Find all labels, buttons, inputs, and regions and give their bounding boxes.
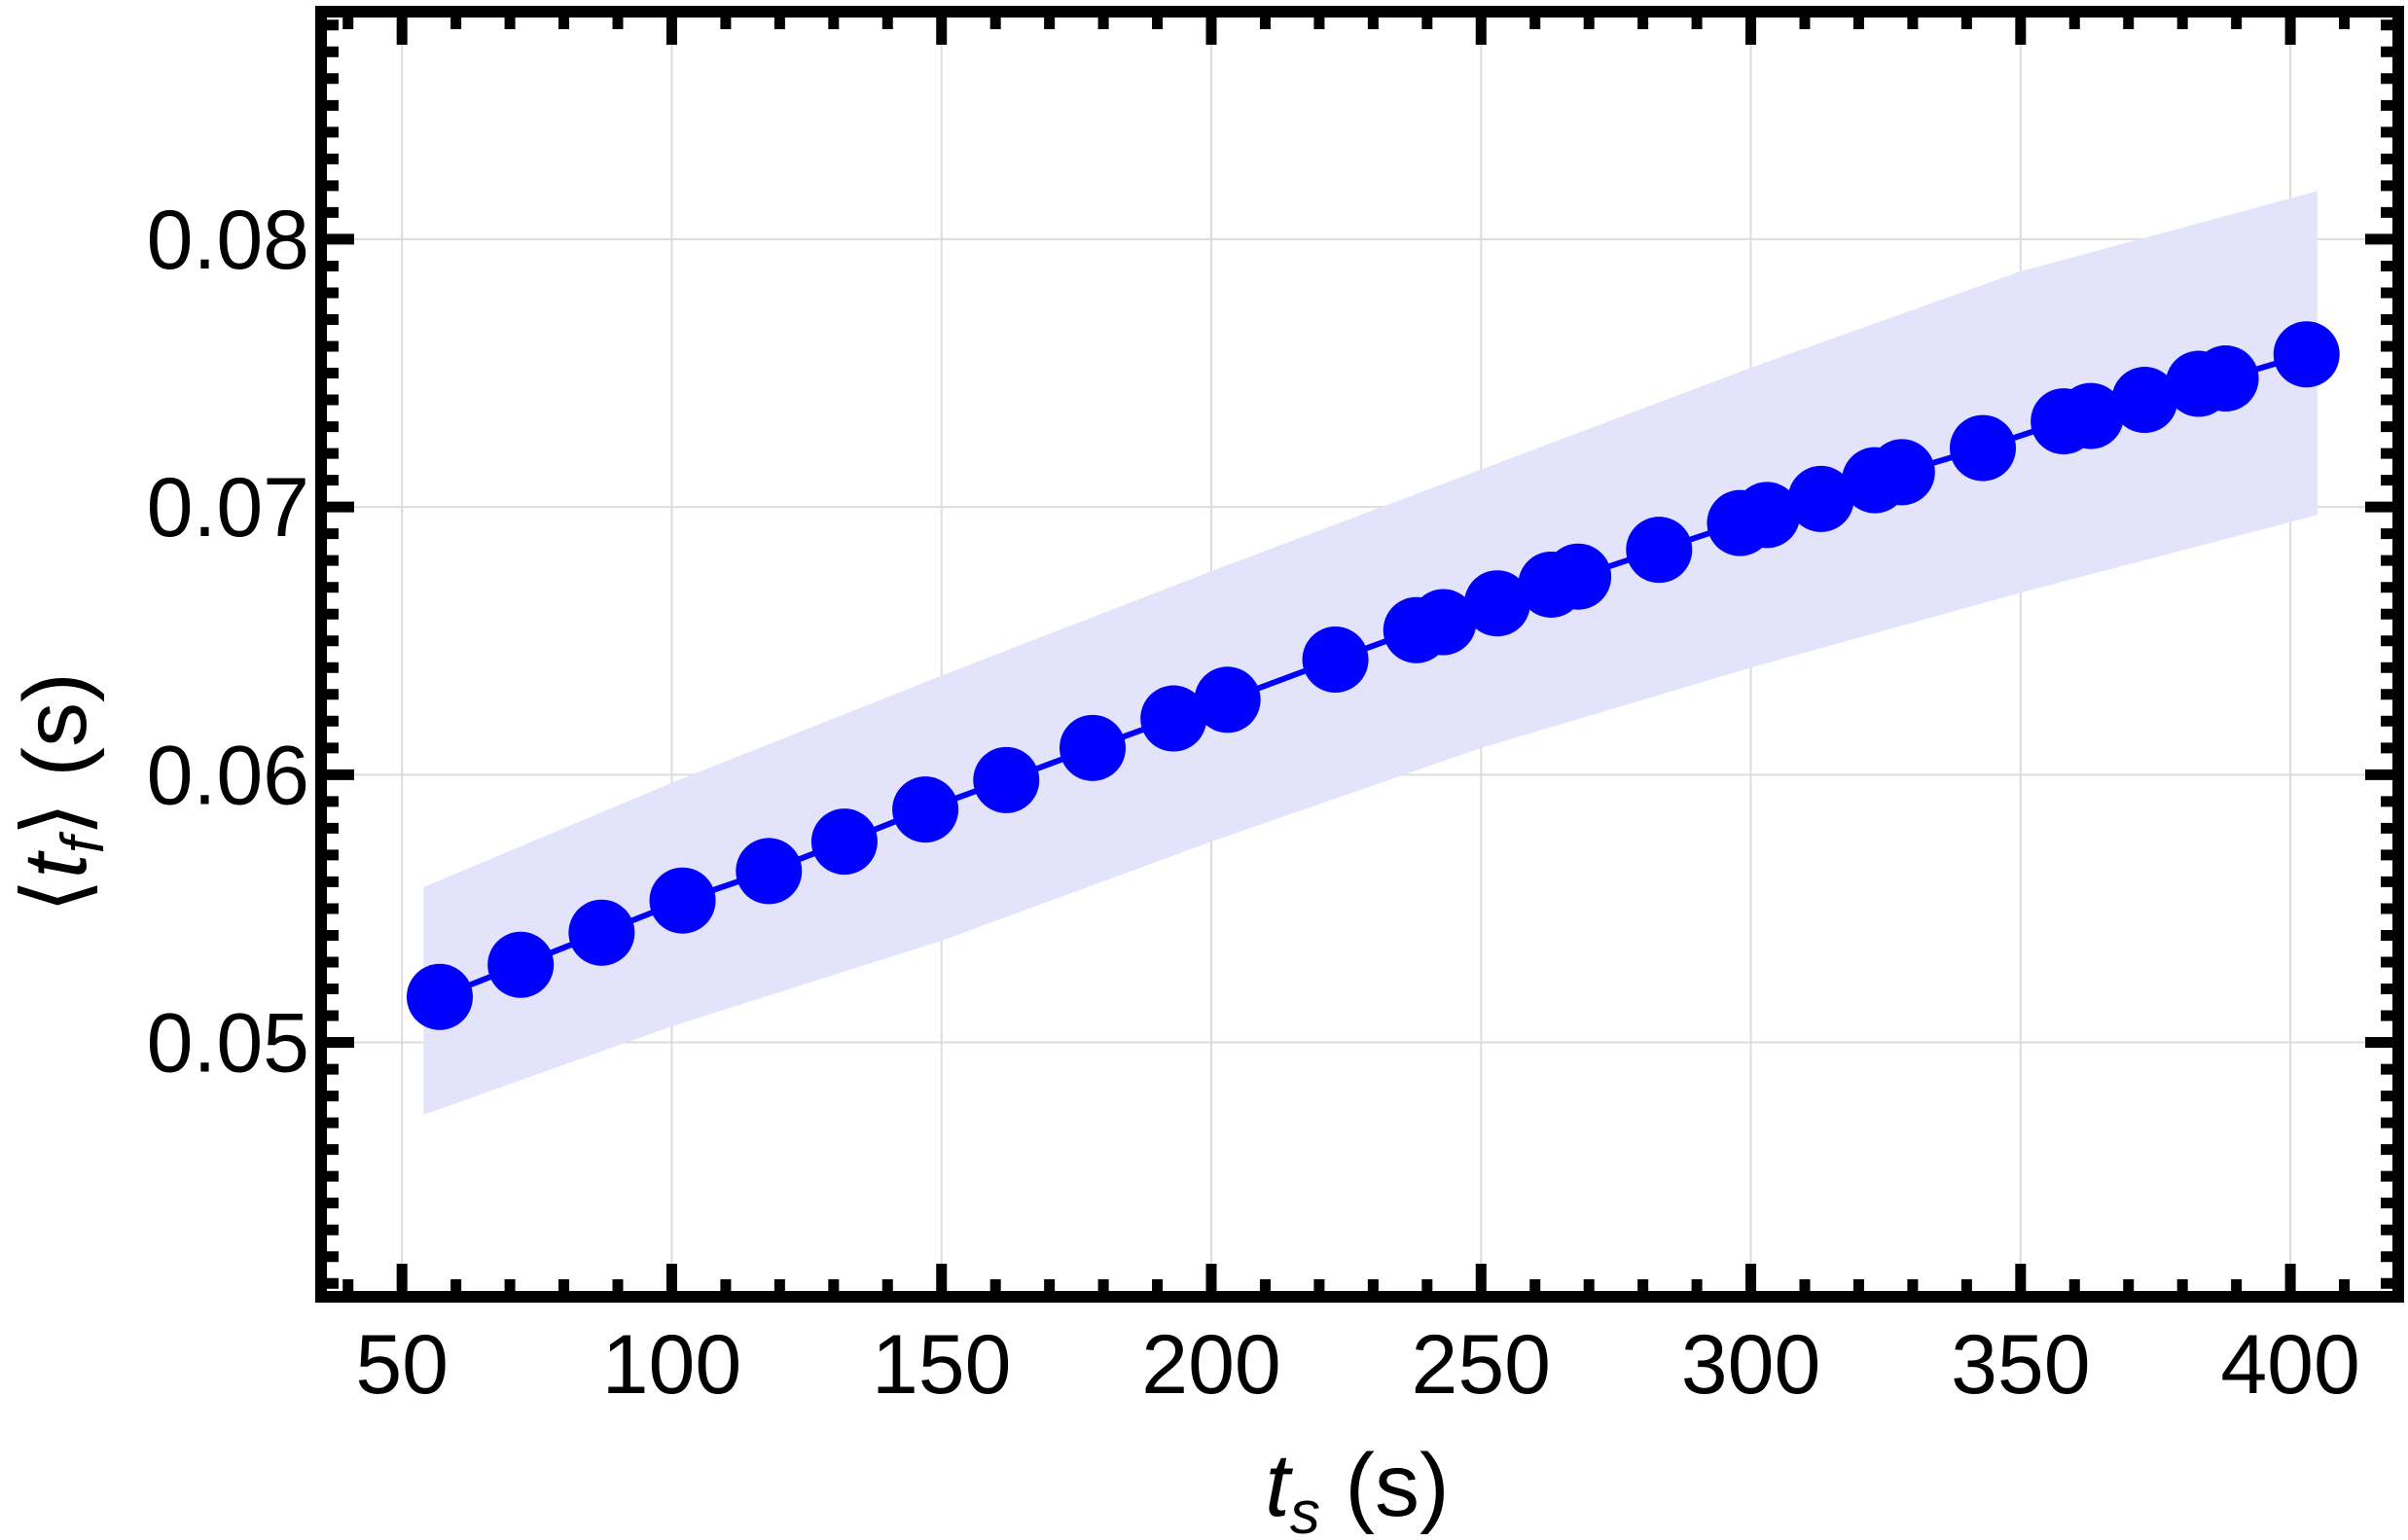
data-point	[1410, 589, 1477, 656]
x-tick-labels: 50 100 150 200 250 300 350 400	[355, 1318, 2359, 1412]
x-tick-label: 300	[1681, 1318, 1821, 1412]
x-axis-label-var: t	[1265, 1436, 1293, 1535]
data-point	[1787, 465, 1854, 532]
data-point	[2057, 382, 2124, 449]
data-point	[487, 931, 555, 998]
x-tick-label: 350	[1951, 1318, 2091, 1412]
data-point	[736, 838, 803, 905]
y-axis-label-var: t	[6, 850, 105, 878]
data-point	[2273, 321, 2340, 388]
data-point	[1626, 517, 1693, 584]
x-tick-label: 150	[872, 1318, 1012, 1412]
data-point	[1194, 666, 1261, 734]
x-tick-label: 100	[602, 1318, 742, 1412]
data-point	[407, 963, 473, 1030]
data-point	[1060, 714, 1126, 781]
data-points	[407, 321, 2340, 1030]
y-tick-label: 0.05	[147, 997, 309, 1091]
data-point	[1868, 439, 1935, 506]
data-point	[568, 899, 635, 966]
x-tick-label: 400	[2220, 1318, 2360, 1412]
data-point	[892, 776, 959, 843]
data-point	[973, 746, 1040, 813]
data-point	[2111, 367, 2178, 434]
x-axis-label: ts (s)	[1265, 1436, 1449, 1540]
data-point	[1140, 685, 1207, 752]
data-point	[1463, 570, 1530, 637]
x-tick-label: 50	[355, 1318, 449, 1412]
data-point	[1302, 627, 1369, 694]
x-axis-label-sub: s	[1290, 1480, 1320, 1540]
y-axis-label-unit: (s)	[6, 672, 105, 776]
plot-frame	[315, 6, 2404, 1303]
data-point	[1545, 543, 1612, 610]
y-axis-label-close: ⟩	[6, 802, 105, 837]
data-point	[810, 808, 878, 876]
y-tick-label: 0.06	[147, 729, 309, 822]
data-point	[1734, 482, 1801, 549]
x-axis-label-unit: (s)	[1345, 1436, 1449, 1535]
y-tick-label: 0.08	[147, 194, 309, 287]
y-tick-labels: 0.05 0.06 0.07 0.08	[147, 194, 309, 1091]
x-tick-label: 200	[1141, 1318, 1281, 1412]
y-tick-label: 0.07	[147, 461, 309, 555]
x-tick-label: 250	[1412, 1318, 1552, 1412]
data-point	[649, 867, 716, 934]
data-point	[2192, 345, 2259, 412]
y-axis-label: ⟨tf⟩ (s)	[6, 672, 117, 913]
y-axis-label-open: ⟨	[6, 878, 105, 913]
data-point	[1950, 414, 2016, 482]
confidence-band	[423, 191, 2318, 1115]
